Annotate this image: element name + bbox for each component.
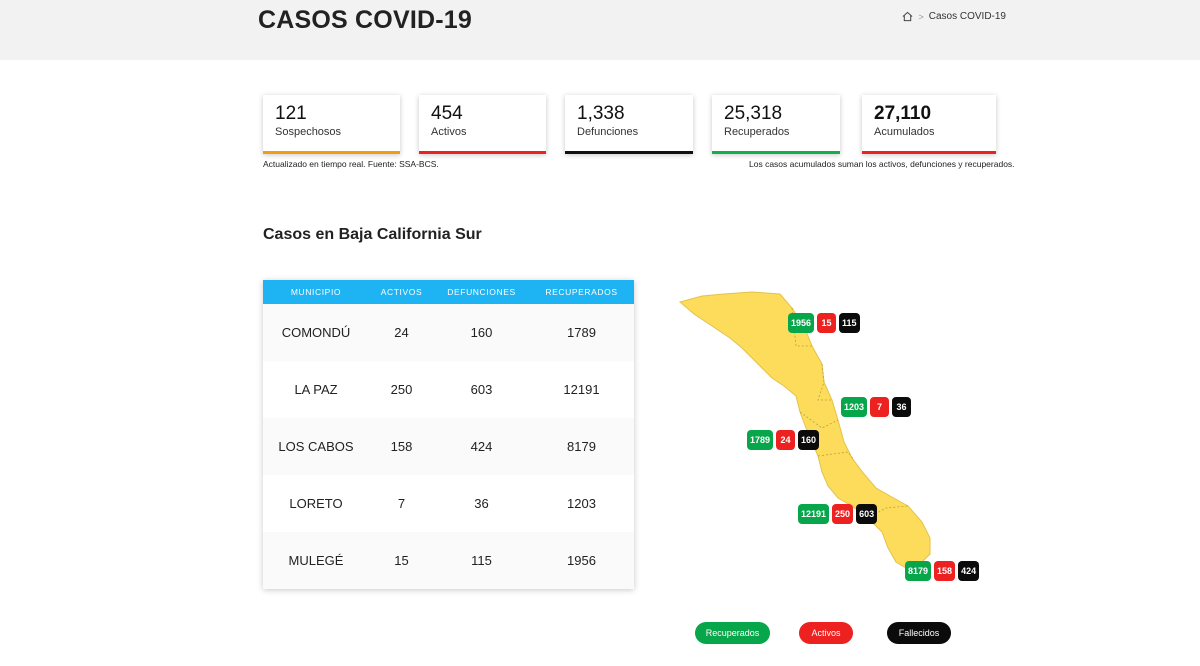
cell-municipio: MULEGÉ	[288, 553, 344, 568]
table-row: COMONDÚ 24 160 1789	[263, 304, 634, 361]
badge-fallecidos: 115	[839, 313, 860, 333]
legend-activos: Activos	[799, 622, 853, 644]
stat-card-sospechosos: 121 Sospechosos	[263, 95, 400, 154]
badge-group-comondu: 1789 24 160	[747, 430, 820, 450]
cell-activos: 7	[397, 496, 406, 511]
badge-activos: 15	[817, 313, 837, 333]
cell-defunciones: 115	[471, 553, 492, 568]
badge-recuperados: 1956	[788, 313, 815, 333]
stat-label: Activos	[431, 126, 467, 138]
badge-fallecidos: 603	[856, 504, 878, 524]
legend-fallecidos: Fallecidos	[887, 622, 951, 644]
stat-bar	[419, 151, 546, 154]
header-municipio: MUNICIPIO	[290, 287, 342, 297]
page-title: CASOS COVID-19	[258, 6, 472, 34]
stat-bar	[712, 151, 840, 154]
stat-value: 121	[275, 103, 307, 124]
badge-activos: 7	[870, 397, 890, 417]
table-row: MULEGÉ 15 115 1956	[263, 532, 634, 589]
stats-row: 121 Sospechosos 454 Activos 1,338 Defunc…	[263, 95, 1003, 155]
badge-fallecidos: 424	[958, 561, 980, 581]
stat-bar	[263, 151, 400, 154]
table-header: MUNICIPIO ACTIVOS DEFUNCIONES RECUPERADO…	[263, 280, 634, 304]
table-row: LA PAZ 250 603 12191	[263, 361, 634, 418]
badge-fallecidos: 160	[798, 430, 820, 450]
breadcrumb-current: Casos COVID-19	[928, 11, 1006, 22]
cell-defunciones: 603	[470, 382, 493, 397]
stat-label: Sospechosos	[275, 126, 342, 138]
cell-municipio: COMONDÚ	[281, 325, 351, 340]
section-title: Casos en Baja California Sur	[263, 226, 482, 243]
breadcrumb: > Casos COVID-19	[902, 11, 1006, 22]
header-recuperados: RECUPERADOS	[545, 287, 618, 297]
badge-recuperados: 1203	[841, 397, 868, 417]
cell-municipio: LA PAZ	[294, 382, 338, 397]
stat-bar	[862, 151, 996, 154]
stat-label: Defunciones	[577, 126, 639, 138]
stat-card-activos: 454 Activos	[419, 95, 546, 154]
stat-value: 1,338	[577, 103, 625, 124]
header-activos: ACTIVOS	[380, 287, 423, 297]
cell-recuperados: 1789	[567, 325, 596, 340]
stat-value: 454	[431, 103, 463, 124]
cell-municipio: LOS CABOS	[278, 439, 354, 454]
badge-group-mulege: 1956 15 115	[788, 313, 860, 333]
badge-activos: 24	[776, 430, 796, 450]
cell-defunciones: 424	[470, 439, 493, 454]
stat-value: 25,318	[724, 103, 783, 124]
table-row: LORETO 7 36 1203	[263, 475, 634, 532]
cell-activos: 15	[394, 553, 409, 568]
header-defunciones: DEFUNCIONES	[447, 287, 516, 297]
table-row: LOS CABOS 158 424 8179	[263, 418, 634, 475]
badge-activos: 250	[832, 504, 854, 524]
cell-recuperados: 12191	[563, 382, 600, 397]
cell-municipio: LORETO	[289, 496, 343, 511]
cell-activos: 158	[390, 439, 413, 454]
totals-note: Los casos acumulados suman los activos, …	[749, 159, 1015, 169]
cell-recuperados: 1956	[567, 553, 596, 568]
cell-recuperados: 8179	[567, 439, 596, 454]
table-body: COMONDÚ 24 160 1789 LA PAZ 250 603 12191…	[263, 304, 634, 589]
cell-defunciones: 36	[474, 496, 489, 511]
cell-defunciones: 160	[470, 325, 493, 340]
stat-card-recuperados: 25,318 Recuperados	[712, 95, 840, 154]
stat-card-defunciones: 1,338 Defunciones	[565, 95, 693, 154]
badge-recuperados: 8179	[905, 561, 932, 581]
home-icon[interactable]	[902, 11, 913, 22]
stat-card-acumulados: 27,110 Acumulados	[862, 95, 996, 154]
source-note: Actualizado en tiempo real. Fuente: SSA-…	[263, 159, 439, 169]
stat-label: Recuperados	[724, 126, 790, 138]
stat-label: Acumulados	[874, 126, 935, 138]
cell-activos: 24	[394, 325, 409, 340]
badge-group-loreto: 1203 7 36	[841, 397, 912, 417]
cases-table: MUNICIPIO ACTIVOS DEFUNCIONES RECUPERADO…	[263, 280, 634, 589]
badge-group-los-cabos: 8179 158 424	[905, 561, 980, 581]
stat-bar	[565, 151, 693, 154]
badge-group-la-paz: 12191 250 603	[798, 504, 878, 524]
badge-recuperados: 1789	[747, 430, 774, 450]
cell-activos: 250	[390, 382, 413, 397]
badge-fallecidos: 36	[892, 397, 912, 417]
chevron-right-icon: >	[918, 11, 924, 22]
cell-recuperados: 1203	[567, 496, 596, 511]
stat-value: 27,110	[874, 103, 932, 124]
badge-recuperados: 12191	[798, 504, 830, 524]
legend-recuperados: Recuperados	[695, 622, 770, 644]
header-bar: CASOS COVID-19 > Casos COVID-19	[0, 0, 1200, 60]
badge-activos: 158	[934, 561, 956, 581]
